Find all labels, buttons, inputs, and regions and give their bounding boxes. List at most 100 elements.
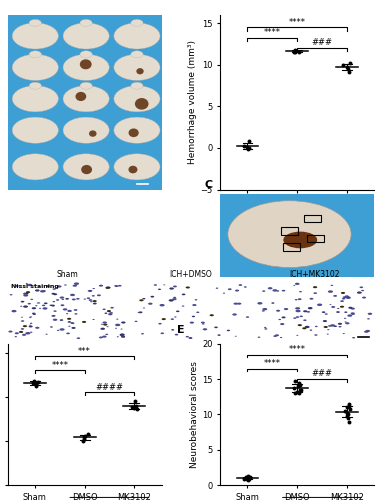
Circle shape — [10, 294, 12, 296]
Circle shape — [282, 290, 285, 292]
Ellipse shape — [63, 117, 109, 143]
Circle shape — [174, 316, 177, 318]
Circle shape — [42, 307, 48, 310]
Circle shape — [308, 307, 313, 310]
Text: ###: ### — [311, 370, 333, 378]
Point — [292, 46, 298, 54]
Circle shape — [347, 314, 352, 317]
Point — [129, 404, 135, 411]
Circle shape — [121, 322, 125, 324]
Circle shape — [29, 326, 33, 328]
Circle shape — [90, 301, 93, 302]
Point — [345, 414, 351, 422]
Circle shape — [338, 323, 342, 325]
Point — [29, 378, 36, 386]
Circle shape — [276, 310, 280, 312]
Point — [344, 409, 350, 417]
Circle shape — [333, 295, 337, 297]
Point — [344, 404, 350, 411]
Ellipse shape — [12, 86, 58, 112]
Point — [291, 384, 297, 392]
Circle shape — [298, 298, 302, 300]
Circle shape — [23, 306, 28, 308]
Circle shape — [115, 285, 119, 287]
Circle shape — [11, 310, 17, 312]
Point — [346, 418, 352, 426]
Circle shape — [337, 308, 339, 309]
Circle shape — [23, 325, 27, 327]
Point — [346, 400, 352, 408]
Circle shape — [328, 325, 332, 327]
Circle shape — [330, 324, 335, 326]
Circle shape — [295, 282, 300, 285]
Circle shape — [295, 307, 300, 310]
Text: ICH+MK3102: ICH+MK3102 — [290, 270, 340, 278]
Circle shape — [68, 321, 71, 323]
Circle shape — [57, 330, 59, 331]
Circle shape — [336, 311, 340, 313]
Point — [132, 397, 138, 405]
Circle shape — [324, 326, 328, 328]
Circle shape — [201, 322, 205, 324]
Circle shape — [346, 296, 351, 299]
Circle shape — [22, 334, 26, 336]
Circle shape — [172, 298, 177, 300]
Circle shape — [70, 294, 75, 296]
Ellipse shape — [29, 82, 42, 89]
Circle shape — [122, 336, 125, 338]
Circle shape — [275, 334, 279, 336]
Circle shape — [138, 312, 139, 313]
Circle shape — [357, 292, 362, 294]
Circle shape — [264, 327, 266, 328]
Circle shape — [32, 307, 36, 310]
Circle shape — [295, 299, 298, 300]
Circle shape — [216, 288, 218, 289]
Circle shape — [67, 310, 72, 312]
Circle shape — [173, 296, 176, 298]
Point — [241, 142, 247, 150]
Circle shape — [21, 301, 24, 302]
Circle shape — [170, 318, 174, 320]
Ellipse shape — [63, 54, 109, 80]
Text: ****: **** — [51, 360, 68, 370]
Ellipse shape — [80, 51, 92, 58]
Circle shape — [118, 285, 122, 286]
Ellipse shape — [129, 128, 139, 137]
Point — [291, 376, 297, 384]
Circle shape — [235, 290, 239, 292]
Bar — [304, 215, 321, 222]
Circle shape — [305, 326, 310, 328]
Circle shape — [274, 336, 276, 337]
Point — [341, 61, 347, 69]
Circle shape — [143, 298, 146, 300]
Circle shape — [186, 286, 190, 288]
Bar — [282, 244, 299, 251]
Circle shape — [313, 286, 317, 288]
Point — [244, 474, 250, 482]
Point — [33, 382, 39, 390]
Circle shape — [27, 284, 33, 286]
Circle shape — [293, 285, 295, 286]
Circle shape — [121, 328, 122, 330]
Circle shape — [44, 302, 48, 304]
Circle shape — [262, 290, 265, 292]
Circle shape — [107, 310, 111, 312]
Ellipse shape — [80, 20, 92, 26]
Circle shape — [232, 314, 237, 316]
Point — [133, 402, 139, 409]
Circle shape — [99, 336, 103, 338]
Circle shape — [345, 322, 350, 324]
Circle shape — [186, 336, 189, 338]
Circle shape — [51, 293, 55, 294]
Circle shape — [348, 306, 353, 309]
Text: ###: ### — [311, 38, 333, 48]
Circle shape — [104, 312, 107, 314]
Circle shape — [74, 313, 77, 314]
Circle shape — [15, 285, 19, 287]
Bar — [307, 235, 324, 242]
Circle shape — [228, 288, 232, 290]
Text: ####: #### — [95, 382, 124, 392]
Circle shape — [313, 292, 317, 294]
Circle shape — [158, 288, 161, 290]
Point — [134, 405, 140, 413]
